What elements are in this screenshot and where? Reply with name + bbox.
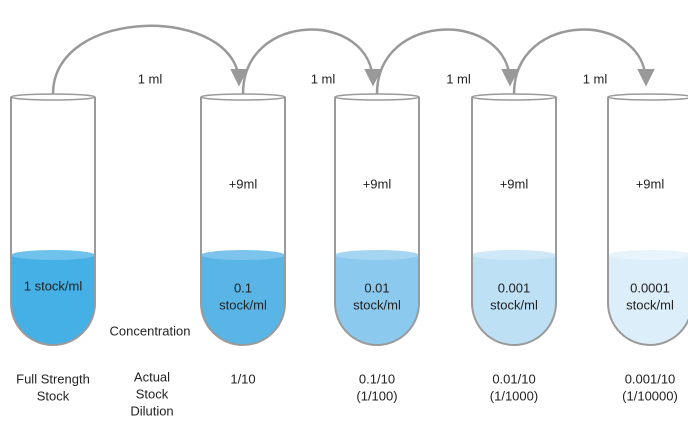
dilution: 1/10 (230, 371, 255, 386)
transfer-volume: 1 ml (446, 71, 471, 86)
tube-rim (11, 94, 95, 100)
transfer-arrow (514, 30, 646, 94)
concentration: stock/ml (353, 297, 401, 312)
concentration: 1 stock/ml (24, 278, 83, 293)
concentration: stock/ml (219, 297, 267, 312)
liquid-surface (201, 250, 285, 260)
liquid-surface (472, 250, 556, 260)
transfer-volume: 1 ml (311, 71, 336, 86)
dilution-label: Actual (134, 369, 170, 384)
dilution: (1/100) (356, 388, 397, 403)
concentration: stock/ml (626, 297, 674, 312)
dilution: (1/10000) (622, 388, 678, 403)
transfer-arrow (243, 30, 373, 94)
tube-rim (608, 94, 688, 100)
transfer-volume: 1 ml (583, 71, 608, 86)
concentration: 0.001 (498, 280, 531, 295)
tube-rim (335, 94, 419, 100)
transfer-arrow (377, 30, 510, 94)
liquid (11, 255, 95, 345)
concentration: stock/ml (490, 297, 538, 312)
dilution: 0.001/10 (625, 371, 676, 386)
dilution: Full Strength (16, 371, 90, 386)
concentration-label: Concentration (110, 323, 191, 338)
dilution-label: Stock (136, 386, 169, 401)
tube-rim (472, 94, 556, 100)
tube-rim (201, 94, 285, 100)
dilution: 0.01/10 (492, 371, 535, 386)
concentration: 0.01 (364, 280, 389, 295)
dilution-label: Dilution (130, 403, 173, 418)
liquid-surface (11, 250, 95, 260)
dilution: Stock (37, 388, 70, 403)
added-volume: +9ml (363, 176, 392, 191)
added-volume: +9ml (636, 176, 665, 191)
concentration: 0.1 (234, 280, 252, 295)
added-volume: +9ml (229, 176, 258, 191)
serial-dilution-diagram: Concentration Actual Stock Dilution 1 st… (0, 0, 688, 421)
liquid-surface (335, 250, 419, 260)
transfer-volume: 1 ml (138, 71, 163, 86)
dilution: 0.1/10 (359, 371, 395, 386)
dilution: (1/1000) (490, 388, 538, 403)
added-volume: +9ml (500, 176, 529, 191)
concentration: 0.0001 (630, 280, 670, 295)
